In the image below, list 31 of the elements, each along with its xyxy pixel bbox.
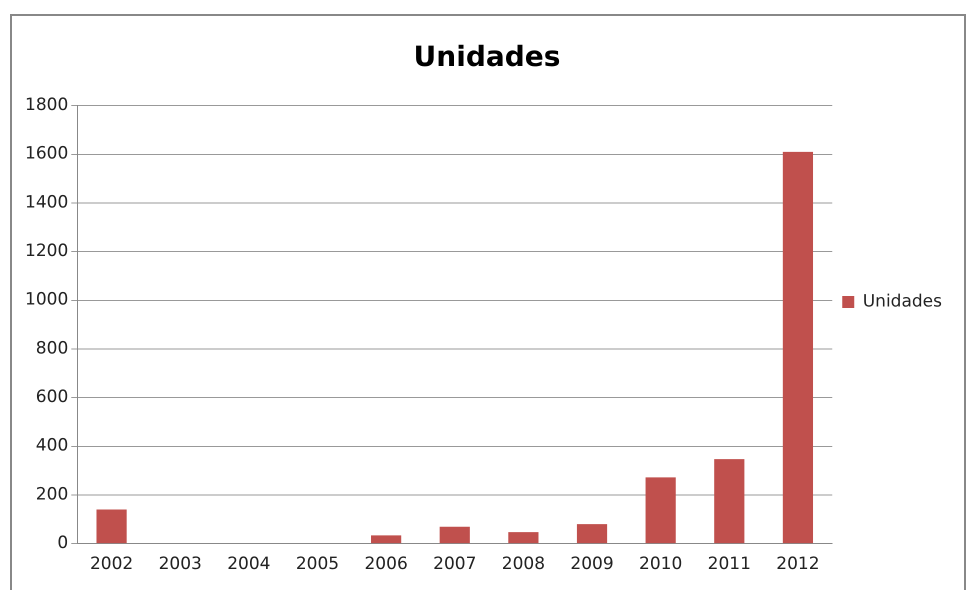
x-tick-label: 2011: [708, 554, 751, 574]
bar: [646, 477, 676, 544]
bar: [782, 152, 814, 544]
y-tick-label: 1800: [25, 95, 68, 116]
y-tick-label: 1400: [25, 192, 68, 212]
bar: [371, 535, 402, 544]
x-tick-label: 2005: [296, 554, 340, 574]
bar: [440, 526, 470, 544]
x-tick-label: 2008: [502, 554, 546, 574]
y-tick-label: 200: [36, 484, 68, 504]
y-tick-label: 400: [36, 436, 68, 456]
bar: [96, 510, 127, 544]
x-tick-label: 2002: [90, 554, 134, 574]
legend-label: Unidades: [862, 291, 942, 312]
x-tick-label: 2012: [776, 554, 820, 574]
x-tick-label: 2006: [364, 554, 408, 574]
y-tick-label: 600: [36, 387, 68, 408]
y-tick-label: 1200: [25, 241, 68, 262]
bar: [714, 459, 744, 544]
x-tick-label: 2003: [158, 554, 202, 574]
y-tick-label: 1600: [25, 144, 68, 164]
x-tick-label: 2009: [570, 554, 614, 574]
y-tick-label: 0: [57, 533, 68, 554]
x-tick-label: 2010: [639, 554, 682, 574]
y-tick-label: 1000: [25, 290, 68, 310]
y-tick-label: 800: [36, 338, 68, 358]
x-tick-label: 2004: [227, 554, 270, 574]
bar: [576, 524, 608, 544]
chart-title: Unidades: [414, 40, 560, 74]
bar: [508, 532, 538, 544]
x-tick-label: 2007: [433, 554, 476, 574]
